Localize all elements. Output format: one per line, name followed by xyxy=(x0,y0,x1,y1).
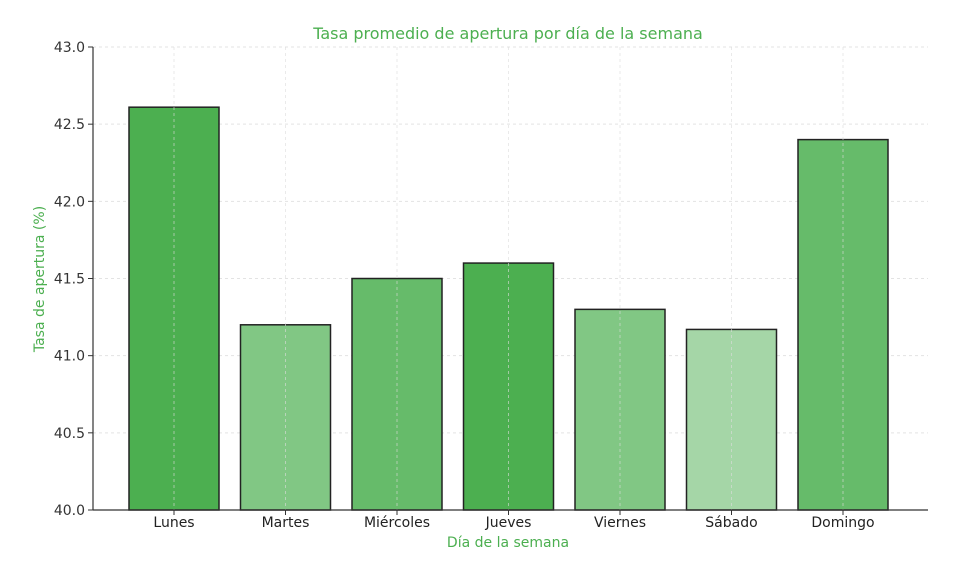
x-tick-label: Lunes xyxy=(153,515,194,531)
y-tick-label: 40.5 xyxy=(54,426,85,442)
x-tick-label: Viernes xyxy=(594,515,646,531)
axes: 40.0 40.5 41.0 41.5 42.0 42.5 43.0 Lunes Martes M… xyxy=(54,40,928,531)
y-axis-label: Tasa de apertura (%) xyxy=(32,206,48,353)
y-tick-label: 42.0 xyxy=(54,194,85,210)
y-tick-label: 43.0 xyxy=(54,40,85,56)
grid-overlay xyxy=(173,47,844,510)
x-tick-label: Miércoles xyxy=(364,515,430,531)
y-tick-label: 41.0 xyxy=(54,349,85,365)
x-tick-label: Jueves xyxy=(485,515,532,531)
bars xyxy=(128,106,889,511)
y-tick-label: 41.5 xyxy=(54,272,85,288)
y-tick-label: 40.0 xyxy=(54,503,85,519)
x-tick-label: Sábado xyxy=(705,515,757,531)
bar-martes xyxy=(239,324,332,511)
y-tick-label: 42.5 xyxy=(54,117,85,133)
chart-title: Tasa promedio de apertura por día de la … xyxy=(312,24,703,43)
x-axis-label: Día de la semana xyxy=(447,535,569,551)
x-tick-label: Martes xyxy=(262,515,310,531)
x-tick-label: Domingo xyxy=(811,515,874,531)
